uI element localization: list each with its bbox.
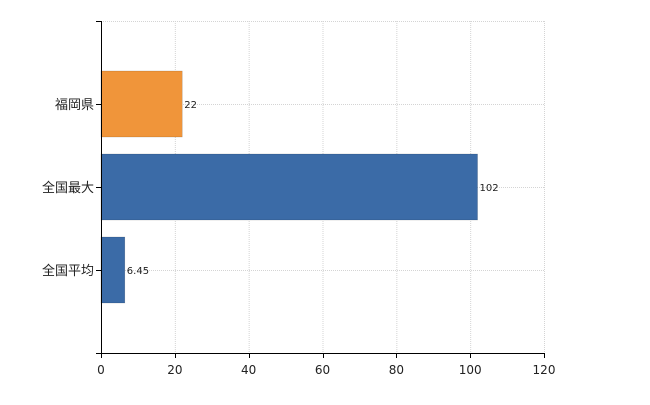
category-label-2: 全国最大 (42, 180, 94, 196)
bar-3 (100, 236, 126, 304)
axis-layer (96, 21, 545, 358)
bar-1 (100, 70, 183, 138)
x-tick-label-100: 100 (459, 363, 482, 377)
x-tick-label-20: 20 (167, 363, 182, 377)
x-tick-label-80: 80 (389, 363, 404, 377)
x-tick-label-120: 120 (533, 363, 556, 377)
x-tick-label-60: 60 (315, 363, 330, 377)
data-label-2: 102 (480, 183, 499, 194)
category-label-1: 福岡県 (55, 98, 94, 113)
x-tick-label-40: 40 (241, 363, 256, 377)
bar-2 (100, 153, 478, 221)
label-layer: 22 福岡県 102 全国最大 6.45 全国平均 0 20 40 60 80 100 120 (42, 98, 555, 377)
x-tick-label-0: 0 (97, 363, 105, 377)
category-label-3: 全国平均 (42, 263, 94, 279)
bar-layer (100, 70, 478, 304)
data-label-1: 22 (184, 100, 197, 111)
data-label-3: 6.45 (127, 266, 149, 277)
